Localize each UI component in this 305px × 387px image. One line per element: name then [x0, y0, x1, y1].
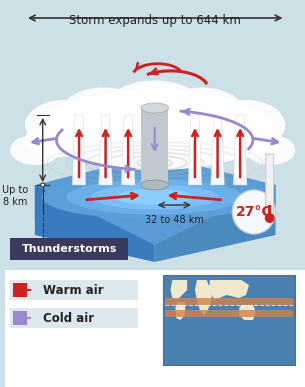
Ellipse shape — [25, 123, 84, 158]
Polygon shape — [175, 302, 185, 320]
Circle shape — [41, 183, 45, 187]
FancyBboxPatch shape — [163, 275, 295, 365]
Ellipse shape — [115, 189, 194, 205]
Ellipse shape — [91, 185, 219, 209]
Text: Thunderstorms: Thunderstorms — [22, 244, 117, 254]
Circle shape — [232, 190, 275, 234]
Polygon shape — [99, 115, 113, 185]
FancyBboxPatch shape — [13, 311, 27, 325]
Text: Cold air: Cold air — [43, 312, 94, 325]
Ellipse shape — [141, 180, 168, 190]
Polygon shape — [35, 185, 155, 262]
FancyBboxPatch shape — [5, 270, 305, 387]
FancyBboxPatch shape — [10, 238, 128, 260]
Polygon shape — [239, 305, 256, 320]
Ellipse shape — [246, 135, 295, 165]
Text: Storm expands up to 644 km: Storm expands up to 644 km — [69, 14, 241, 27]
Ellipse shape — [66, 180, 243, 214]
Polygon shape — [72, 115, 86, 185]
Ellipse shape — [25, 100, 104, 150]
Ellipse shape — [141, 103, 168, 113]
Polygon shape — [121, 115, 135, 185]
Polygon shape — [210, 280, 249, 300]
Polygon shape — [195, 280, 212, 315]
Circle shape — [265, 213, 274, 223]
Polygon shape — [188, 115, 202, 185]
Ellipse shape — [37, 90, 273, 170]
Polygon shape — [155, 185, 275, 262]
Ellipse shape — [10, 135, 59, 165]
Text: 32 to 48 km: 32 to 48 km — [145, 215, 204, 225]
Ellipse shape — [106, 80, 204, 135]
Polygon shape — [170, 280, 187, 300]
FancyBboxPatch shape — [164, 310, 293, 317]
Polygon shape — [233, 115, 247, 185]
FancyBboxPatch shape — [10, 280, 138, 300]
FancyBboxPatch shape — [10, 308, 138, 328]
FancyBboxPatch shape — [266, 154, 274, 216]
Text: 27°C: 27°C — [235, 205, 272, 219]
Polygon shape — [35, 155, 275, 245]
FancyBboxPatch shape — [268, 205, 271, 217]
Polygon shape — [211, 115, 224, 185]
Ellipse shape — [158, 87, 246, 142]
Text: Up to
8 km: Up to 8 km — [2, 185, 28, 207]
Ellipse shape — [221, 123, 280, 158]
FancyBboxPatch shape — [164, 298, 293, 305]
FancyBboxPatch shape — [5, 0, 305, 387]
Text: Warm air: Warm air — [43, 284, 103, 296]
Ellipse shape — [207, 100, 285, 150]
FancyBboxPatch shape — [13, 283, 27, 297]
Ellipse shape — [59, 87, 148, 142]
Ellipse shape — [42, 175, 268, 219]
Polygon shape — [141, 108, 168, 185]
